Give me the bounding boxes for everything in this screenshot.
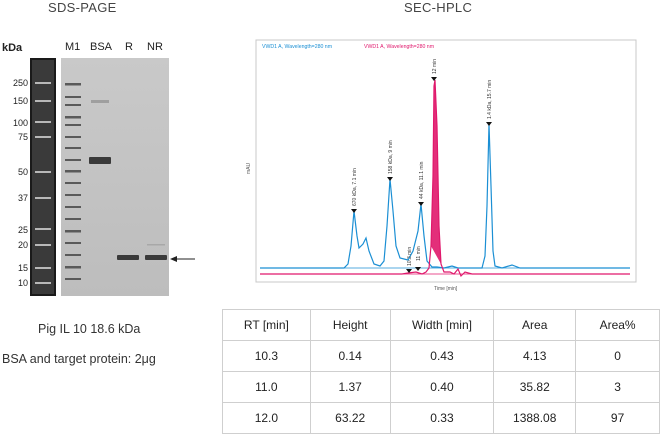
ladder-label-37: 37: [17, 193, 28, 203]
ladder-label-100: 100: [12, 118, 28, 128]
ladder-label-15: 15: [17, 263, 28, 273]
cell: 0.33: [389, 402, 495, 434]
marker-ladder-image: [30, 58, 56, 296]
peak-label-10_3: 10.3 min: [407, 247, 413, 266]
cell: 11.0: [222, 371, 311, 403]
peak-label-11: 11 min: [416, 246, 422, 261]
peak-label-1_4: 1.4 kDa, 15.7 min: [487, 80, 493, 119]
ladder-label-250: 250: [12, 78, 28, 88]
legend-blue: VWD1 A, Wavelength=280 nm: [262, 44, 332, 50]
cell: 0.14: [309, 340, 391, 372]
cell: 12.0: [222, 402, 311, 434]
cell: 35.82: [493, 371, 577, 403]
loading-caption: BSA and target protein: 2μg: [2, 352, 156, 366]
legend-red: VWD1 A, Wavelength=280 nm: [364, 44, 434, 50]
lane-label-nr: NR: [147, 41, 163, 53]
gel-image: [61, 58, 169, 296]
header-area: Area: [493, 309, 577, 341]
ladder-label-50: 50: [17, 167, 28, 177]
target-band-arrow-icon: [170, 256, 195, 262]
blue-trace: [260, 123, 630, 269]
ladder-label-150: 150: [12, 96, 28, 106]
hplc-chromatogram: VWD1 A, Wavelength=280 nm VWD1 A, Wavele…: [246, 39, 637, 292]
results-table: RT [min] Height Width [min] Area Area% 1…: [222, 309, 660, 434]
plot-frame: [255, 39, 637, 283]
cell: 0: [575, 340, 660, 372]
cell: 1.37: [309, 371, 391, 403]
ladder-label-75: 75: [17, 132, 28, 142]
table-row: 10.3 0.14 0.43 4.13 0: [222, 340, 660, 372]
y-axis-label: mAU: [246, 163, 252, 175]
cell: 63.22: [309, 402, 391, 434]
cell: 3: [575, 371, 660, 403]
header-width: Width [min]: [389, 309, 495, 341]
cell: 0.43: [389, 340, 495, 372]
lane-label-bsa: BSA: [90, 41, 113, 53]
kda-unit-label: kDa: [2, 42, 23, 54]
header-rt: RT [min]: [222, 309, 311, 341]
header-area-percent: Area%: [575, 309, 660, 341]
peak-label-44: 44 kDa, 11.1 min: [419, 161, 425, 199]
cell: 0.40: [389, 371, 495, 403]
peak-label-12min: 12 min: [432, 59, 438, 74]
peak-label-158: 158 kDa, 9 min: [388, 140, 394, 174]
table-row: 11.0 1.37 0.40 35.82 3: [222, 371, 660, 403]
ladder-label-10: 10: [17, 278, 28, 288]
sds-page-title: SDS-PAGE: [48, 0, 117, 15]
table-row: 12.0 63.22 0.33 1388.08 97: [222, 402, 660, 434]
cell: 10.3: [222, 340, 311, 372]
sec-hplc-title: SEC-HPLC: [404, 0, 473, 15]
lane-label-m1: M1: [65, 41, 81, 53]
table-header-row: RT [min] Height Width [min] Area Area%: [222, 309, 660, 341]
lane-label-r: R: [125, 41, 133, 53]
ladder-label-20: 20: [17, 240, 28, 250]
cell: 97: [575, 402, 660, 434]
cell: 1388.08: [493, 402, 577, 434]
cell: 4.13: [493, 340, 577, 372]
peak-label-670: 670 kDa, 7.1 min: [352, 168, 358, 206]
protein-caption: Pig IL 10 18.6 kDa: [38, 322, 141, 336]
x-axis-label: Time [min]: [434, 286, 458, 292]
ladder-label-25: 25: [17, 225, 28, 235]
header-height: Height: [309, 309, 391, 341]
